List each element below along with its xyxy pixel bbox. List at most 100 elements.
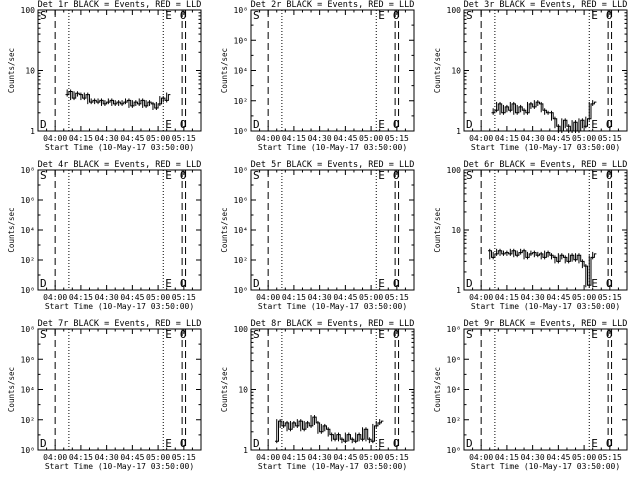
y-tick-label: 10⁸	[234, 6, 248, 15]
x-axis-label: Start Time (10-May-17 03:50:00)	[471, 462, 620, 471]
detector-panel-3: Det 3r BLACK = Events, RED = LLD 1 10 100 04…	[433, 0, 628, 152]
y-tick-label: 10⁰	[234, 286, 248, 295]
x-tick-label: 04:45	[333, 293, 357, 302]
y-axis-label: Counts/sec	[7, 367, 16, 412]
detector-panel-7: Det 7r BLACK = Events, RED = LLD 10⁰ 10² 10…	[7, 319, 202, 471]
marker-top-right: E	[165, 328, 172, 341]
x-tick-label: 04:45	[546, 453, 570, 462]
x-tick-label: 04:30	[521, 453, 545, 462]
x-tick-label: 05:15	[172, 453, 196, 462]
x-tick-label: 05:15	[598, 293, 622, 302]
x-tick-label: 04:45	[546, 134, 570, 143]
y-tick-label: 1	[243, 446, 248, 455]
x-tick-label: 05:15	[172, 134, 196, 143]
panel-title: Det 6r BLACK = Events, RED = LLD	[464, 160, 628, 170]
marker-right-circle: O	[180, 328, 187, 341]
events-series-line	[275, 416, 384, 442]
marker-right-circle: O	[393, 328, 400, 341]
x-tick-label: 05:00	[146, 134, 170, 143]
y-tick-label: 10	[238, 386, 248, 395]
x-tick-label: 04:45	[546, 293, 570, 302]
x-tick-label: 04:45	[333, 453, 357, 462]
x-tick-label: 04:00	[256, 134, 280, 143]
marker-right-circle: O	[606, 9, 613, 22]
marker-bottom-left: D	[253, 277, 260, 290]
y-tick-label: 10⁴	[234, 67, 248, 76]
marker-top-right: E	[378, 328, 385, 341]
y-axis-label: Counts/sec	[433, 207, 442, 252]
plot-frame	[463, 328, 628, 451]
panel-title: Det 9r BLACK = Events, RED = LLD	[464, 319, 628, 329]
y-tick-label: 10	[25, 67, 35, 76]
x-tick-label: 04:00	[469, 134, 493, 143]
detector-panel-4: Det 4r BLACK = Events, RED = LLD 10⁰ 10² 10…	[7, 160, 202, 311]
marker-bottom-left: D	[466, 118, 473, 131]
y-tick-label: 10⁴	[21, 386, 35, 395]
y-tick-label: 10⁶	[21, 196, 35, 205]
marker-top-left: S	[253, 328, 260, 341]
panel-title: Det 2r BLACK = Events, RED = LLD	[251, 0, 415, 10]
y-axis-label: Counts/sec	[7, 207, 16, 252]
marker-bottom-left: D	[466, 277, 473, 290]
y-tick-label: 10⁶	[447, 355, 461, 364]
y-tick-label: 100	[447, 6, 462, 15]
marker-top-left: S	[40, 9, 47, 22]
panel-title: Det 3r BLACK = Events, RED = LLD	[464, 0, 628, 10]
x-tick-label: 05:00	[572, 453, 596, 462]
y-tick-label: 10²	[234, 256, 248, 265]
x-tick-label: 04:15	[69, 453, 93, 462]
y-tick-label: 10	[451, 67, 461, 76]
x-tick-label: 04:15	[495, 134, 519, 143]
plot-frame	[463, 169, 628, 291]
x-tick-label: 04:30	[521, 134, 545, 143]
x-axis-label: Start Time (10-May-17 03:50:00)	[258, 462, 407, 471]
marker-right-circle: O	[393, 277, 400, 290]
y-axis-label: Counts/sec	[220, 367, 229, 412]
y-tick-label: 100	[234, 325, 249, 334]
marker-right: E	[378, 118, 385, 131]
x-tick-label: 04:15	[495, 293, 519, 302]
marker-right: E	[165, 437, 172, 450]
plot-frame	[250, 169, 415, 291]
x-tick-label: 04:30	[308, 293, 332, 302]
marker-bottom-left: D	[40, 277, 47, 290]
marker-top-right: E	[591, 9, 598, 22]
marker-right-circle: O	[606, 169, 613, 182]
panel-title: Det 8r BLACK = Events, RED = LLD	[251, 319, 415, 329]
marker-bottom-left: D	[466, 437, 473, 450]
y-tick-label: 10⁰	[21, 446, 35, 455]
x-tick-label: 04:45	[120, 134, 144, 143]
x-tick-label: 04:15	[69, 134, 93, 143]
x-tick-label: 04:30	[308, 453, 332, 462]
detector-panel-2: Det 2r BLACK = Events, RED = LLD 10⁰ 10² 10…	[220, 0, 415, 152]
y-axis-label: Counts/sec	[433, 367, 442, 412]
y-tick-label: 10⁴	[234, 226, 248, 235]
marker-right: E	[165, 277, 172, 290]
marker-top-left: S	[40, 169, 47, 182]
marker-top-left: S	[253, 169, 260, 182]
marker-top-left: S	[466, 169, 473, 182]
panel-title: Det 7r BLACK = Events, RED = LLD	[38, 319, 202, 329]
y-tick-label: 10	[451, 226, 461, 235]
x-tick-label: 04:45	[120, 293, 144, 302]
marker-top-left: S	[40, 328, 47, 341]
marker-right: E	[591, 118, 598, 131]
x-tick-label: 04:30	[95, 134, 119, 143]
marker-right: E	[165, 118, 172, 131]
x-tick-label: 04:00	[469, 453, 493, 462]
marker-right-circle: O	[606, 277, 613, 290]
marker-top-right: E	[378, 9, 385, 22]
x-tick-label: 05:15	[385, 293, 409, 302]
marker-right-circle: O	[180, 169, 187, 182]
marker-right-circle: O	[606, 328, 613, 341]
marker-top-right: E	[165, 169, 172, 182]
detector-panel-5: Det 5r BLACK = Events, RED = LLD 10⁰ 10² 10…	[220, 160, 415, 311]
y-axis-label: Counts/sec	[220, 48, 229, 93]
detector-panel-9: Det 9r BLACK = Events, RED = LLD 10⁰ 10² 10…	[433, 319, 628, 471]
detector-panel-6: Det 6r BLACK = Events, RED = LLD 1 10 100 04…	[433, 160, 628, 311]
y-tick-label: 10²	[21, 256, 35, 265]
plot-frame	[37, 9, 202, 132]
x-tick-label: 05:15	[385, 134, 409, 143]
marker-top-right: E	[591, 328, 598, 341]
x-axis-label: Start Time (10-May-17 03:50:00)	[471, 302, 620, 311]
